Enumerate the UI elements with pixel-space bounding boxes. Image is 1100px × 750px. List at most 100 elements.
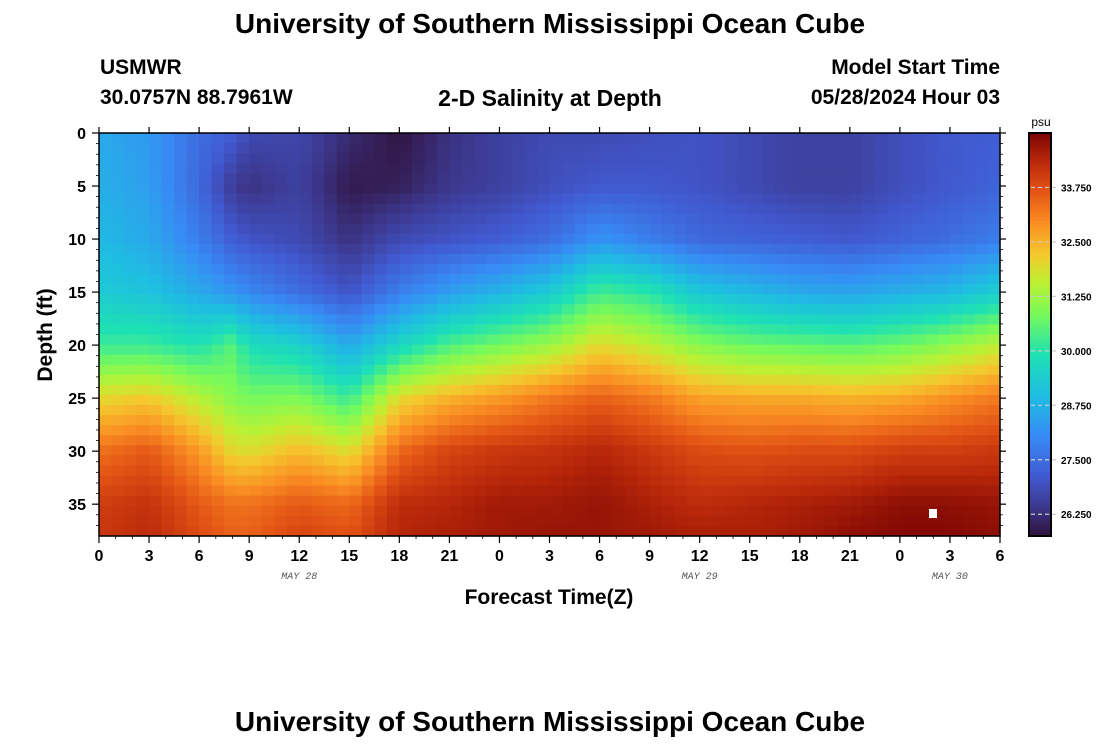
heatmap-cell <box>424 243 438 255</box>
heatmap-cell <box>224 233 238 245</box>
heatmap-cell <box>562 354 576 366</box>
heatmap-cell <box>862 163 876 174</box>
heatmap-cell <box>612 425 626 436</box>
heatmap-cell <box>499 203 513 215</box>
heatmap-cell <box>749 415 763 426</box>
heatmap-cell <box>211 263 225 275</box>
heatmap-cell <box>737 203 751 215</box>
heatmap-cell <box>974 183 989 195</box>
heatmap-cell <box>486 173 501 184</box>
heatmap-cell <box>774 334 788 346</box>
heatmap-cell <box>787 243 801 255</box>
heatmap-cell <box>712 294 726 305</box>
heatmap-cell <box>562 304 576 315</box>
heatmap-cell <box>787 465 801 477</box>
heatmap-cell <box>511 425 526 436</box>
heatmap-cell <box>574 425 588 436</box>
heatmap-cell <box>812 143 826 154</box>
heatmap-cell <box>687 133 701 144</box>
heatmap-cell <box>436 314 450 326</box>
heatmap-cell <box>261 505 275 517</box>
heatmap-cell <box>249 505 263 517</box>
heatmap-cell <box>962 515 976 527</box>
heatmap-cell <box>174 374 188 386</box>
heatmap-cell <box>99 324 113 336</box>
heatmap-cell <box>424 133 438 144</box>
heatmap-cell <box>737 284 751 295</box>
heatmap-cell <box>899 294 913 305</box>
heatmap-cell <box>899 304 913 315</box>
heatmap-cell <box>924 445 939 456</box>
heatmap-cell <box>962 324 976 336</box>
heatmap-cell <box>749 485 763 497</box>
heatmap-cell <box>637 384 651 396</box>
heatmap-cell <box>687 203 701 215</box>
heatmap-cell <box>924 263 939 275</box>
heatmap-cell <box>399 213 413 225</box>
heatmap-cell <box>612 294 626 305</box>
heatmap-cell <box>424 253 438 265</box>
heatmap-cell <box>349 344 363 356</box>
heatmap-cell <box>511 334 526 346</box>
heatmap-cell <box>849 515 863 527</box>
heatmap-cell <box>449 173 463 184</box>
heatmap-cell <box>624 274 638 285</box>
heatmap-cell <box>211 455 225 467</box>
heatmap-cell <box>699 233 713 245</box>
heatmap-cell <box>899 445 913 456</box>
heatmap-cell <box>862 475 876 487</box>
heatmap-cell <box>274 253 288 265</box>
heatmap-cell <box>787 314 801 326</box>
heatmap-cell <box>111 163 125 174</box>
heatmap-cell <box>737 294 751 305</box>
heatmap-cell <box>461 213 476 225</box>
heatmap-cell <box>587 304 601 315</box>
heatmap-cell <box>324 324 338 336</box>
heatmap-cell <box>211 465 225 477</box>
heatmap-cell <box>974 425 989 436</box>
heatmap-cell <box>587 213 601 225</box>
colorbar-segment <box>1029 478 1051 483</box>
heatmap-cell <box>837 435 851 446</box>
heatmap-cell <box>386 425 400 436</box>
heatmap-cell <box>824 485 838 497</box>
heatmap-cell <box>574 525 588 537</box>
heatmap-cell <box>949 203 964 215</box>
heatmap-cell <box>299 314 313 326</box>
heatmap-cell <box>762 485 776 497</box>
colorbar-segment <box>1029 173 1051 178</box>
heatmap-cell <box>699 223 713 235</box>
heatmap-cell <box>774 233 788 245</box>
heatmap-cell <box>887 354 901 366</box>
heatmap-cell <box>574 193 588 205</box>
heatmap-cell <box>862 394 876 406</box>
heatmap-cell <box>124 324 138 336</box>
heatmap-cell <box>662 133 676 144</box>
heatmap-cell <box>574 183 588 195</box>
heatmap-cell <box>486 314 501 326</box>
heatmap-cell <box>324 314 338 326</box>
heatmap-cell <box>524 525 538 537</box>
heatmap-cell <box>149 505 163 517</box>
heatmap-cell <box>311 173 325 184</box>
x-date-label: MAY 28 <box>281 572 317 583</box>
heatmap-cell <box>324 274 338 285</box>
heatmap-cell <box>837 425 851 436</box>
heatmap-cell <box>536 525 551 537</box>
heatmap-cell <box>899 495 913 507</box>
heatmap-cell <box>436 505 450 517</box>
heatmap-cell <box>887 153 901 164</box>
heatmap-cell <box>211 324 225 336</box>
x-tick-label: 9 <box>245 548 254 565</box>
heatmap-cell <box>436 384 450 396</box>
heatmap-cell <box>737 425 751 436</box>
heatmap-cell <box>899 213 913 225</box>
heatmap-cell <box>174 324 188 336</box>
heatmap-cell <box>837 344 851 356</box>
heatmap-cell <box>224 334 238 346</box>
heatmap-cell <box>274 475 288 487</box>
heatmap-cell <box>536 173 551 184</box>
heatmap-cell <box>637 405 651 416</box>
heatmap-cell <box>136 364 150 376</box>
heatmap-cell <box>161 213 175 225</box>
